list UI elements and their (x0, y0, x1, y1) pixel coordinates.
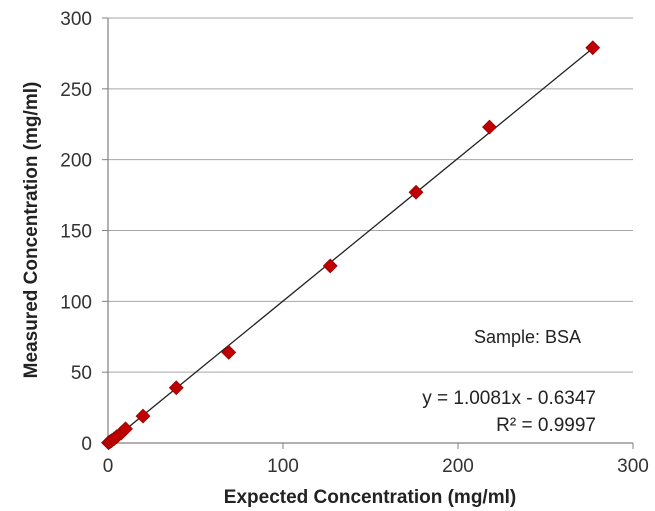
trendline-equation: y = 1.0081x - 0.6347 (422, 388, 596, 409)
trendline-group (107, 47, 594, 445)
data-point (221, 344, 237, 360)
data-point (135, 408, 151, 424)
sample-label: Sample: BSA (474, 327, 581, 347)
y-tick-label-0: 0 (81, 434, 92, 455)
y-tick-label-150: 150 (60, 222, 92, 243)
data-point (482, 119, 497, 135)
trendline (107, 47, 594, 445)
y-tick-label-200: 200 (60, 151, 92, 172)
gridlines (108, 17, 633, 373)
data-point (118, 421, 133, 437)
x-tick-label-200: 200 (442, 456, 474, 477)
x-axis-title: Expected Concentration (mg/ml) (224, 487, 516, 508)
y-tick-label-300: 300 (60, 9, 92, 30)
y-tick-label-100: 100 (60, 292, 92, 313)
data-points (101, 40, 601, 451)
y-tick-label-250: 250 (60, 80, 92, 101)
data-point (585, 40, 601, 56)
x-tick-label-100: 100 (267, 456, 299, 477)
y-tick-label-50: 50 (71, 363, 92, 384)
axes (102, 17, 634, 449)
tick-labels: 0 50 100 150 200 250 300 0 100 200 300 (60, 9, 649, 477)
data-point (168, 380, 184, 396)
x-tick-label-0: 0 (103, 456, 114, 477)
data-point (322, 258, 338, 274)
y-axis-title: Measured Concentration (mg/ml) (21, 82, 42, 379)
r-squared-label: R² = 0.9997 (496, 415, 596, 436)
x-tick-label-300: 300 (617, 456, 649, 477)
data-point (408, 184, 424, 200)
